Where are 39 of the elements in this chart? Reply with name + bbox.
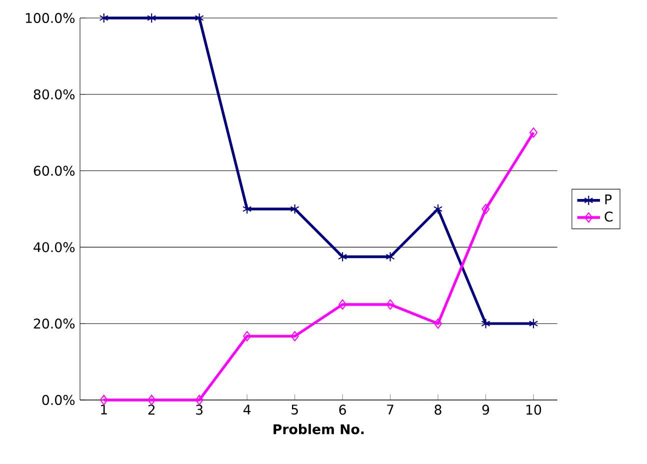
point <box>243 330 252 342</box>
point <box>148 394 156 406</box>
y-tick-label: 60.0% <box>34 166 75 176</box>
x-tick-label: 4 <box>243 404 251 414</box>
point <box>386 252 395 262</box>
point <box>147 12 156 24</box>
x-tick-label: 8 <box>434 404 442 415</box>
x-tick-label: 2 <box>148 404 155 415</box>
x-tick-label: 1 <box>101 404 107 414</box>
point <box>528 318 538 329</box>
point <box>194 12 204 24</box>
x-tick-label: 6 <box>339 404 346 415</box>
point <box>433 204 443 214</box>
y-tick-label: 0.0% <box>42 394 75 406</box>
point <box>338 252 348 262</box>
x-axis-title: Problem No. <box>274 424 364 434</box>
point <box>338 299 347 310</box>
point <box>99 12 108 24</box>
point <box>195 394 204 406</box>
x-tick-label: 5 <box>292 404 298 415</box>
x-tick-label: 7 <box>387 404 394 414</box>
point <box>290 204 300 214</box>
point <box>481 318 490 329</box>
point <box>482 204 490 214</box>
y-tick-label: 40.0% <box>34 242 75 252</box>
x-tick-label: 9 <box>482 404 490 415</box>
x-tick-label: 10 <box>526 404 542 415</box>
y-tick-label: 80.0% <box>34 89 75 100</box>
legend-label: C <box>604 212 613 222</box>
y-tick-label: 20.0% <box>34 318 75 329</box>
point <box>290 330 299 342</box>
point <box>529 127 538 138</box>
y-tick-label: 100.0% <box>26 12 75 24</box>
legend-label: P <box>605 194 612 204</box>
point <box>242 204 252 214</box>
point <box>434 318 442 329</box>
point <box>386 299 394 310</box>
point <box>100 394 108 406</box>
x-tick-label: 3 <box>196 404 203 415</box>
